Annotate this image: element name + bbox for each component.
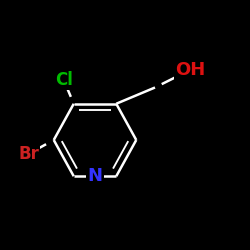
Text: Cl: Cl [55,71,73,89]
Text: N: N [88,167,102,185]
Text: N: N [88,167,102,185]
Text: OH: OH [175,61,205,79]
Text: Br: Br [18,145,39,163]
